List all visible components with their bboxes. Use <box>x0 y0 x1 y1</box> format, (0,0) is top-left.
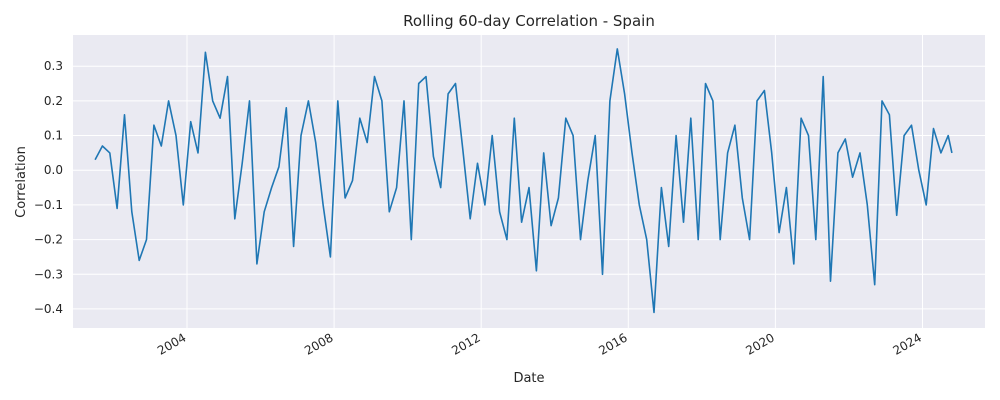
y-tick-label: 0.0 <box>44 163 63 177</box>
x-tick-label: 2024 <box>891 330 924 357</box>
y-tick-label: −0.2 <box>34 233 63 247</box>
y-tick-label: −0.1 <box>34 198 63 212</box>
x-tick-label: 2016 <box>596 330 629 357</box>
series-layer <box>94 48 953 314</box>
y-tick-label: 0.1 <box>44 129 63 143</box>
x-axis-label: Date <box>513 371 544 386</box>
y-tick-label: 0.3 <box>44 59 63 73</box>
y-tick-label: −0.3 <box>34 267 63 281</box>
y-tick-label: 0.2 <box>44 94 63 108</box>
y-axis-label: Correlation <box>14 146 29 218</box>
x-tick-label: 2004 <box>155 330 188 357</box>
tick-labels: −0.4 −0.3 −0.2 −0.1 0.0 0.1 0.2 0.3 2004 2008 2012… <box>34 59 924 358</box>
x-tick-label: 2020 <box>743 330 776 357</box>
plot-background <box>73 35 985 328</box>
x-tick-label: 2012 <box>449 330 482 357</box>
chart-title: Rolling 60-day Correlation - Spain <box>403 12 655 30</box>
y-tick-label: −0.4 <box>34 302 63 316</box>
x-tick-label: 2008 <box>302 330 335 357</box>
series-line <box>94 48 953 314</box>
